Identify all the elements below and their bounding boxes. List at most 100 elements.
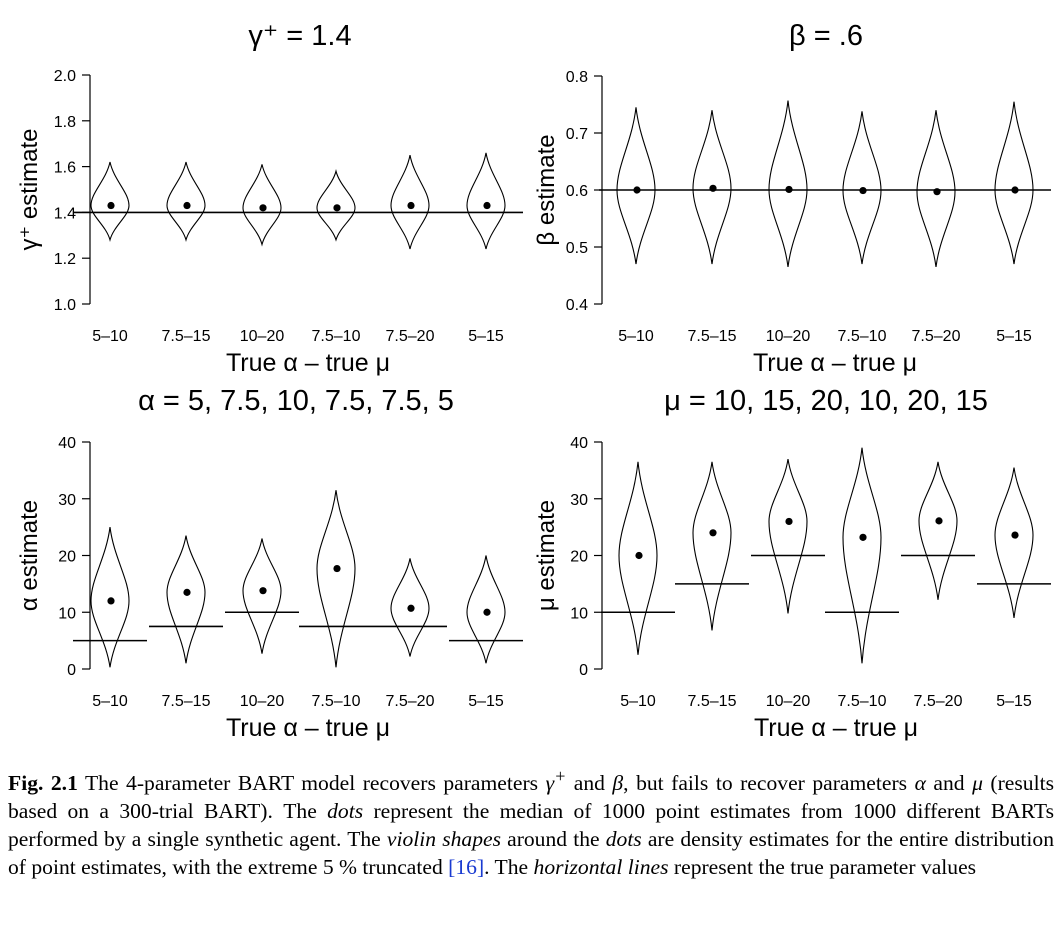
figure-caption: Fig. 2.1 The 4-parameter BART model reco… xyxy=(8,762,1054,881)
violin-shape xyxy=(618,461,658,655)
caption-reference-link[interactable]: [16] xyxy=(448,855,485,880)
violin-shape xyxy=(466,555,506,664)
x-tick-label: 7.5–15 xyxy=(162,693,211,710)
x-tick-label: 5–10 xyxy=(92,693,128,710)
median-dot xyxy=(183,588,191,596)
y-tick-label: 1.4 xyxy=(54,205,76,222)
caption-text: are density estimates for the entire dis… xyxy=(8,827,1054,880)
y-axis-label: α estimate xyxy=(16,500,43,611)
median-dot xyxy=(785,185,793,194)
median-dot xyxy=(635,551,643,560)
x-tick-label: 7.5–10 xyxy=(838,693,887,710)
y-tick-label: 0.7 xyxy=(566,126,588,143)
median-dot xyxy=(859,533,867,541)
caption-beta: β xyxy=(612,771,624,796)
x-tick-label: 5–10 xyxy=(620,693,656,710)
x-tick-label: 5–10 xyxy=(618,328,654,345)
median-dot xyxy=(1011,531,1019,539)
x-tick-label: 5–15 xyxy=(468,693,504,710)
violin-shape xyxy=(916,110,956,268)
x-axis-label: True α – true μ xyxy=(226,349,390,377)
violin-shape xyxy=(166,161,206,242)
median-dot xyxy=(933,188,941,196)
caption-text: around the xyxy=(500,827,606,852)
x-tick-label: 7.5–15 xyxy=(688,328,737,345)
median-dot xyxy=(333,564,341,573)
chart-title: μ = 10, 15, 20, 10, 20, 15 xyxy=(664,385,988,417)
median-dot xyxy=(1011,186,1019,194)
y-tick-label: 0 xyxy=(67,662,76,679)
x-tick-label: 7.5–20 xyxy=(386,328,435,345)
y-tick-label: 0.6 xyxy=(566,183,588,200)
x-tick-label: 7.5–15 xyxy=(162,328,211,345)
x-tick-label: 7.5–10 xyxy=(312,693,361,710)
violin-shape xyxy=(616,107,656,265)
y-tick-label: 20 xyxy=(570,549,588,566)
violin-shape xyxy=(90,527,130,668)
violin-shape xyxy=(994,467,1034,618)
violin-shape xyxy=(466,152,506,250)
median-dot xyxy=(407,604,415,612)
y-tick-label: 40 xyxy=(58,435,76,452)
x-tick-label: 7.5–10 xyxy=(838,328,887,345)
y-tick-label: 40 xyxy=(570,435,588,452)
y-tick-label: 0.4 xyxy=(566,297,588,314)
violin-shape xyxy=(994,101,1034,265)
caption-text: (results based on a 300-trial BART). The xyxy=(8,771,1054,824)
y-tick-label: 2.0 xyxy=(54,68,76,85)
median-dot xyxy=(259,204,267,212)
violin-shape xyxy=(242,164,282,247)
y-tick-label: 10 xyxy=(58,605,76,622)
y-tick-label: 10 xyxy=(570,605,588,622)
y-axis-label: γ⁺ estimate xyxy=(16,128,43,250)
x-tick-label: 10–20 xyxy=(240,328,285,345)
median-dot xyxy=(709,529,717,537)
median-dot xyxy=(785,517,793,526)
caption-text: represent the true parameter values xyxy=(668,855,977,880)
y-tick-label: 30 xyxy=(58,492,76,509)
x-tick-label: 7.5–20 xyxy=(912,328,961,345)
median-dot xyxy=(633,186,641,194)
median-dot xyxy=(709,184,717,192)
median-dot xyxy=(259,587,267,595)
median-dot xyxy=(107,201,115,210)
y-axis-label: β estimate xyxy=(533,134,560,245)
caption-label: Fig. 2.1 xyxy=(8,771,78,796)
x-tick-label: 5–10 xyxy=(92,328,128,345)
x-tick-label: 7.5–10 xyxy=(312,328,361,345)
violin-shape xyxy=(242,538,282,654)
y-tick-label: 1.0 xyxy=(54,297,76,314)
y-tick-label: 1.6 xyxy=(54,160,76,177)
y-tick-label: 30 xyxy=(570,492,588,509)
violin-shape xyxy=(166,535,206,664)
median-dot xyxy=(183,201,191,210)
y-tick-label: 0.8 xyxy=(566,69,588,86)
median-dot xyxy=(107,597,115,605)
x-tick-label: 10–20 xyxy=(766,328,811,345)
violin-shape xyxy=(316,490,356,668)
y-axis-label: μ estimate xyxy=(533,500,560,611)
y-tick-label: 1.2 xyxy=(54,251,76,268)
x-tick-label: 10–20 xyxy=(240,693,285,710)
violin-shape xyxy=(842,111,882,265)
y-tick-label: 0.5 xyxy=(566,240,588,257)
median-dot xyxy=(483,201,491,210)
median-dot xyxy=(935,517,943,525)
caption-text: and xyxy=(566,771,613,796)
x-tick-label: 5–15 xyxy=(468,328,504,345)
violin-shape xyxy=(842,447,882,664)
caption-dots-term: dots xyxy=(605,827,642,852)
x-tick-label: 7.5–20 xyxy=(386,693,435,710)
violin-shape xyxy=(768,100,808,268)
caption-hlines-term: horizontal lines xyxy=(533,855,669,880)
caption-text: and xyxy=(925,771,973,796)
violin-shape xyxy=(390,558,430,657)
x-tick-label: 5–15 xyxy=(996,693,1032,710)
chart-title: γ⁺ = 1.4 xyxy=(248,20,351,52)
violin-shape xyxy=(390,155,430,250)
violin-shape xyxy=(90,161,130,242)
x-tick-label: 7.5–20 xyxy=(914,693,963,710)
violin-shape xyxy=(768,458,808,614)
caption-text: represent the median of 1000 point estim… xyxy=(8,799,1055,852)
caption-text: , but fails to recover parameters xyxy=(623,771,915,796)
